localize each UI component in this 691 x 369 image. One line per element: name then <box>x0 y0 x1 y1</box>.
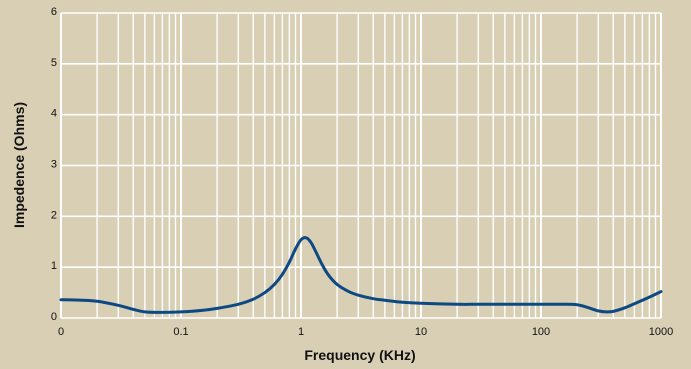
y-tick-label: 2 <box>51 209 57 221</box>
y-tick-label: 0 <box>51 311 57 323</box>
x-tick-label: 0.1 <box>173 326 188 338</box>
y-tick-label: 6 <box>51 6 57 18</box>
y-tick-label: 1 <box>51 260 57 272</box>
impedance-series-line <box>59 236 663 314</box>
y-tick-label: 5 <box>51 57 57 69</box>
y-tick-labels: 0 1 2 3 4 5 6 <box>51 6 57 323</box>
x-tick-label: 10 <box>415 326 427 338</box>
y-axis-title: Impedence (Ohms) <box>11 102 27 228</box>
y-tick-label: 3 <box>51 159 57 171</box>
series-layer <box>59 236 663 314</box>
x-tick-label: 100 <box>532 326 550 338</box>
x-axis-title: Frequency (KHz) <box>304 347 415 363</box>
major-gridlines <box>60 12 662 319</box>
x-tick-label: 1000 <box>649 326 673 338</box>
x-tick-label: 1 <box>298 326 304 338</box>
x-tick-labels: 0 0.1 1 10 100 1000 <box>58 326 673 338</box>
x-tick-label: 0 <box>58 326 64 338</box>
y-tick-label: 4 <box>51 108 57 120</box>
